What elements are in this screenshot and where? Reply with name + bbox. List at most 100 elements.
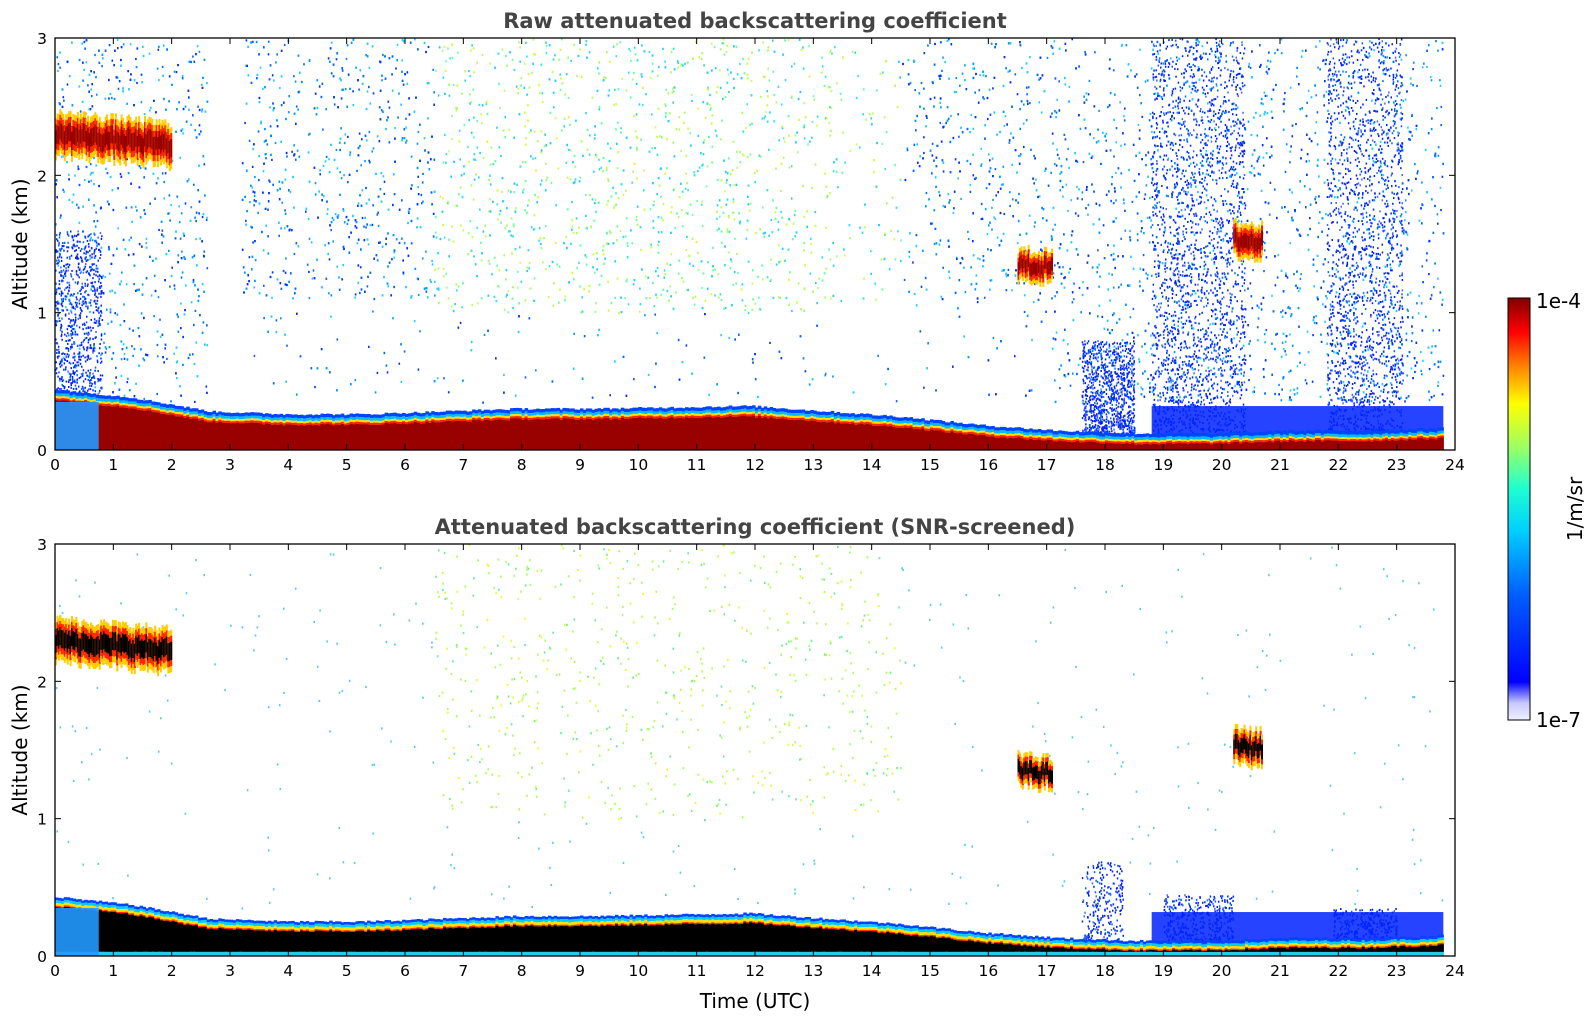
noise-speckle [439,195,442,198]
noise-speckle [312,269,315,272]
noise-speckle [628,71,630,74]
noise-speckle [1139,285,1141,288]
noise-speckle [1405,230,1407,233]
noise-speckle [716,204,719,207]
noise-speckle [709,108,712,111]
noise-speckle [940,106,942,109]
noise-speckle [824,75,827,78]
noise-speckle [340,97,343,100]
noise-speckle [244,121,246,125]
noise-speckle [1018,154,1020,158]
noise-speckle [271,158,273,161]
noise-speckle [1178,211,1180,214]
noise-speckle [1047,184,1050,187]
noise-speckle [568,116,570,119]
noise-speckle [291,150,293,153]
noise-speckle [1429,76,1432,79]
noise-speckle [138,165,141,168]
noise-speckle [685,344,688,347]
noise-speckle [775,101,778,104]
noise-speckle [942,204,945,208]
noise-speckle [791,95,793,98]
noise-speckle [416,277,419,280]
noise-speckle [314,386,316,389]
noise-speckle [1304,379,1307,382]
noise-speckle [697,268,700,272]
noise-speckle [926,116,928,119]
noise-speckle [1325,90,1328,93]
noise-speckle [609,394,611,397]
noise-speckle [1191,367,1194,370]
noise-speckle [280,227,282,230]
noise-speckle [1421,373,1423,376]
noise-speckle [708,393,710,396]
noise-speckle [1138,129,1141,132]
noise-speckle [1147,377,1149,380]
noise-speckle [112,391,114,394]
noise-speckle [653,305,656,308]
noise-speckle [504,308,506,311]
noise-speckle [973,67,976,70]
noise-speckle [791,65,793,68]
noise-speckle [1357,71,1359,74]
noise-speckle [1045,219,1048,222]
noise-speckle [459,158,461,161]
noise-speckle [368,66,371,69]
noise-speckle [1204,220,1207,223]
noise-speckle [890,229,892,232]
noise-speckle [666,289,669,293]
noise-speckle [859,146,861,149]
noise-speckle [1373,199,1376,202]
noise-speckle [1019,233,1021,236]
noise-speckle [746,73,749,76]
noise-speckle [1138,191,1140,194]
noise-speckle [958,279,961,282]
noise-speckle [1362,291,1365,295]
noise-speckle [1115,127,1118,130]
noise-speckle [1113,312,1115,315]
noise-speckle [455,283,458,286]
noise-speckle [263,284,265,287]
noise-speckle [1093,137,1095,140]
noise-speckle [1113,155,1115,158]
noise-speckle [1192,53,1195,56]
noise-speckle [1394,50,1397,53]
noise-speckle [476,226,478,229]
noise-speckle [1026,93,1028,96]
noise-speckle [524,143,527,146]
noise-speckle [1382,54,1385,58]
noise-speckle [293,252,296,256]
noise-speckle [125,283,128,286]
noise-speckle [920,285,923,288]
noise-speckle [733,218,736,221]
noise-speckle [1324,320,1326,323]
noise-speckle [257,130,260,133]
noise-speckle [108,346,111,349]
noise-speckle [452,83,455,86]
noise-speckle [931,154,934,157]
noise-speckle [656,332,658,335]
noise-speckle [567,96,570,99]
noise-speckle [1112,69,1115,72]
noise-speckle [1056,148,1058,151]
noise-speckle [496,264,498,267]
noise-speckle [697,107,700,110]
noise-speckle [380,109,383,112]
noise-speckle [705,185,708,188]
noise-speckle [1417,312,1420,315]
noise-speckle [1190,324,1193,327]
noise-speckle [178,205,180,208]
noise-speckle [1051,46,1054,49]
noise-speckle [1189,162,1192,165]
noise-speckle [894,163,896,167]
noise-speckle [1192,289,1194,293]
noise-speckle [906,149,909,152]
noise-speckle [994,168,997,171]
noise-speckle [1065,183,1068,186]
noise-speckle [170,204,172,207]
noise-speckle [716,383,718,386]
noise-speckle [1394,180,1396,183]
noise-speckle [791,309,793,313]
noise-speckle [634,130,637,133]
noise-speckle [108,245,110,249]
